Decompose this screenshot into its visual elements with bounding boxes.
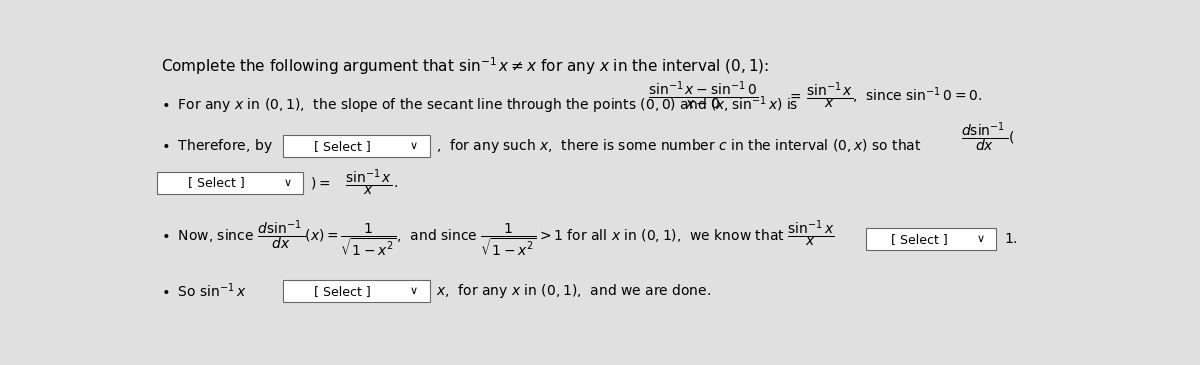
Text: $\dfrac{\sin^{-1}x-\sin^{-1}0}{x-0}$: $\dfrac{\sin^{-1}x-\sin^{-1}0}{x-0}$ — [648, 79, 757, 112]
Text: Complete the following argument that $\sin^{-1}x\neq x$ for any $x$ in the inter: Complete the following argument that $\s… — [161, 55, 769, 77]
Text: $x$,  for any $x$ in $(0,1)$,  and we are done.: $x$, for any $x$ in $(0,1)$, and we are … — [437, 282, 712, 300]
Text: .: . — [394, 176, 398, 190]
Text: $\bullet\;$ Therefore, by: $\bullet\;$ Therefore, by — [161, 137, 274, 155]
FancyBboxPatch shape — [283, 280, 430, 302]
FancyBboxPatch shape — [283, 135, 430, 157]
Text: ,  since $\sin^{-1}0=0$.: , since $\sin^{-1}0=0$. — [852, 85, 983, 106]
Text: ∨: ∨ — [410, 141, 418, 151]
Text: $\bullet\;$ So $\sin^{-1}x$: $\bullet\;$ So $\sin^{-1}x$ — [161, 282, 247, 300]
Text: )$=$: )$=$ — [310, 175, 330, 191]
Text: $\bullet\;$ For any $x$ in $(0,1)$,  the slope of the secant line through the po: $\bullet\;$ For any $x$ in $(0,1)$, the … — [161, 95, 798, 116]
Text: $1$.: $1$. — [1003, 232, 1018, 246]
Text: $=$: $=$ — [787, 89, 802, 103]
Text: $\dfrac{d\sin^{-1}}{dx}$(: $\dfrac{d\sin^{-1}}{dx}$( — [961, 120, 1015, 154]
FancyBboxPatch shape — [156, 172, 304, 194]
Text: ∨: ∨ — [977, 234, 984, 244]
Text: $\dfrac{\sin^{-1}x}{x}$: $\dfrac{\sin^{-1}x}{x}$ — [346, 168, 392, 199]
Text: [ Select ]: [ Select ] — [314, 285, 371, 297]
Text: ∨: ∨ — [410, 286, 418, 296]
Text: $\dfrac{\sin^{-1}x}{x}$: $\dfrac{\sin^{-1}x}{x}$ — [805, 80, 853, 111]
Text: ∨: ∨ — [283, 178, 292, 188]
FancyBboxPatch shape — [866, 228, 996, 250]
Text: $\bullet\;$ Now, since $\dfrac{d\sin^{-1}}{dx}(x)=\dfrac{1}{\sqrt{1-x^2}}$,  and: $\bullet\;$ Now, since $\dfrac{d\sin^{-1… — [161, 219, 835, 259]
Text: [ Select ]: [ Select ] — [890, 233, 948, 246]
Text: [ Select ]: [ Select ] — [314, 140, 371, 153]
Text: ,  for any such $x$,  there is some number $c$ in the interval $(0,x)$ so that: , for any such $x$, there is some number… — [437, 137, 922, 155]
Text: [ Select ]: [ Select ] — [188, 176, 245, 189]
